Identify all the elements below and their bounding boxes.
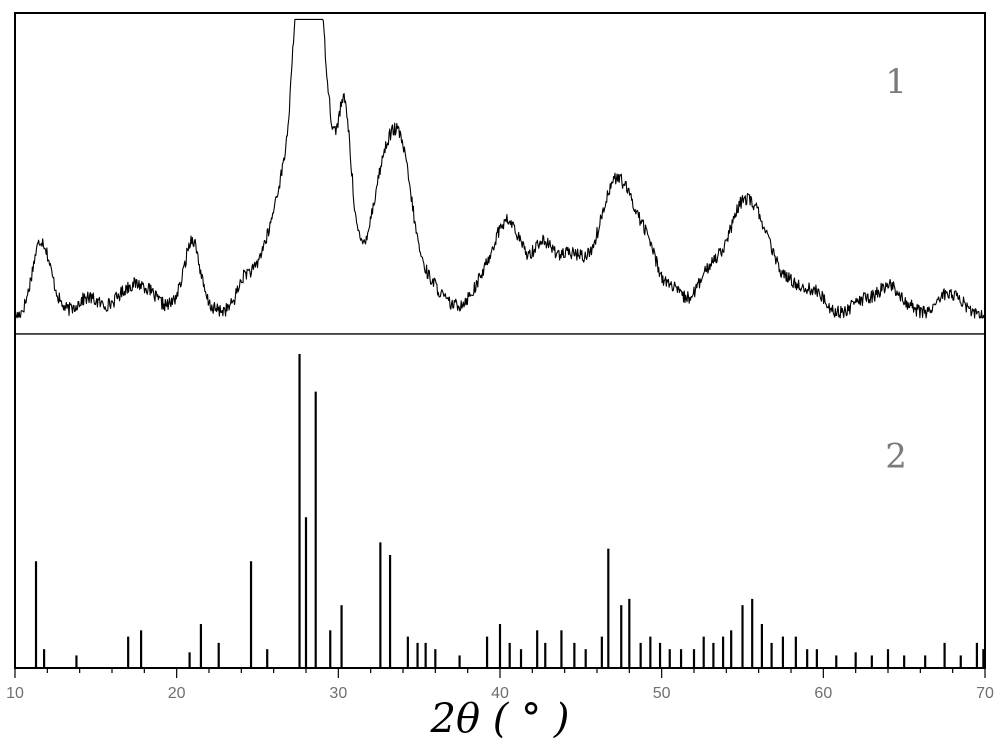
chart-svg: 102030405060702θ ( ° )12	[0, 0, 1000, 741]
xrd-figure: 102030405060702θ ( ° )12	[0, 0, 1000, 741]
x-tick-label: 70	[976, 685, 994, 702]
x-axis-label: 2θ ( ° )	[430, 696, 570, 741]
x-tick-label: 10	[6, 685, 24, 702]
panel-annotation-2: 2	[885, 437, 907, 477]
panel-annotation-1: 1	[885, 62, 907, 102]
x-tick-label: 20	[168, 685, 186, 702]
x-tick-label: 50	[653, 685, 671, 702]
x-tick-label: 30	[329, 685, 347, 702]
x-tick-label: 60	[814, 685, 832, 702]
